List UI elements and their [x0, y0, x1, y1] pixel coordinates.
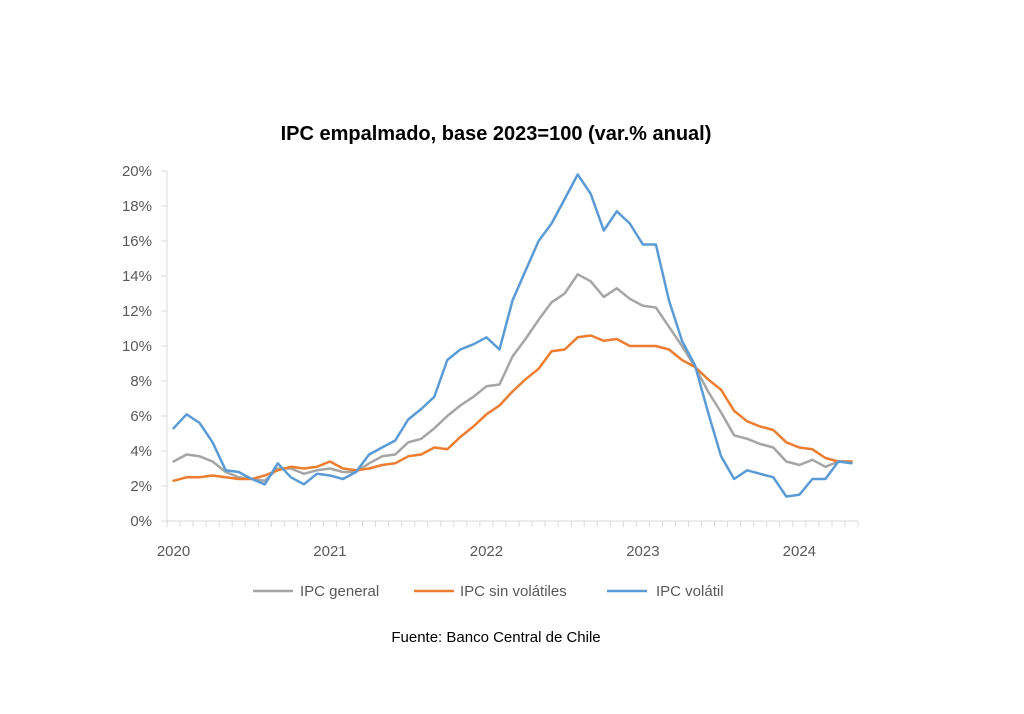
x-tick-label: 2023 [626, 543, 659, 560]
legend-item: IPC volátil [607, 583, 724, 600]
y-tick-label: 14% [122, 268, 152, 285]
legend: IPC general IPC sin volátiles IPC volátil [253, 583, 724, 600]
legend-label: IPC volátil [656, 583, 724, 600]
series-lines [172, 173, 853, 498]
x-tick-label: 2022 [470, 543, 503, 560]
y-axis: 0% 2% 4% 6% 8% 10% 12% 14% 16% 18% 20% [122, 163, 168, 530]
y-tick-label: 18% [122, 198, 152, 215]
y-tick-label: 8% [130, 373, 152, 390]
y-tick-label: 0% [130, 513, 152, 530]
y-tick-label: 10% [122, 338, 152, 355]
x-tick-label: 2020 [157, 543, 190, 560]
legend-label: IPC sin volátiles [460, 583, 567, 600]
y-tick-label: 16% [122, 233, 152, 250]
source-note: Fuente: Banco Central de Chile [391, 629, 600, 646]
y-tick-label: 20% [122, 163, 152, 180]
series-line-2 [172, 334, 853, 483]
x-tick-label: 2021 [313, 543, 346, 560]
legend-item: IPC general [253, 583, 379, 600]
series-line-3 [172, 173, 853, 498]
y-tick-label: 4% [130, 443, 152, 460]
y-tick-label: 12% [122, 303, 152, 320]
x-tick-label: 2024 [783, 543, 816, 560]
legend-item: IPC sin volátiles [414, 583, 567, 600]
y-tick-label: 6% [130, 408, 152, 425]
chart-title: IPC empalmado, base 2023=100 (var.% anua… [281, 123, 712, 145]
x-axis: 2020 2021 2022 2023 2024 [157, 520, 859, 560]
y-tick-label: 2% [130, 478, 152, 495]
legend-label: IPC general [300, 583, 379, 600]
